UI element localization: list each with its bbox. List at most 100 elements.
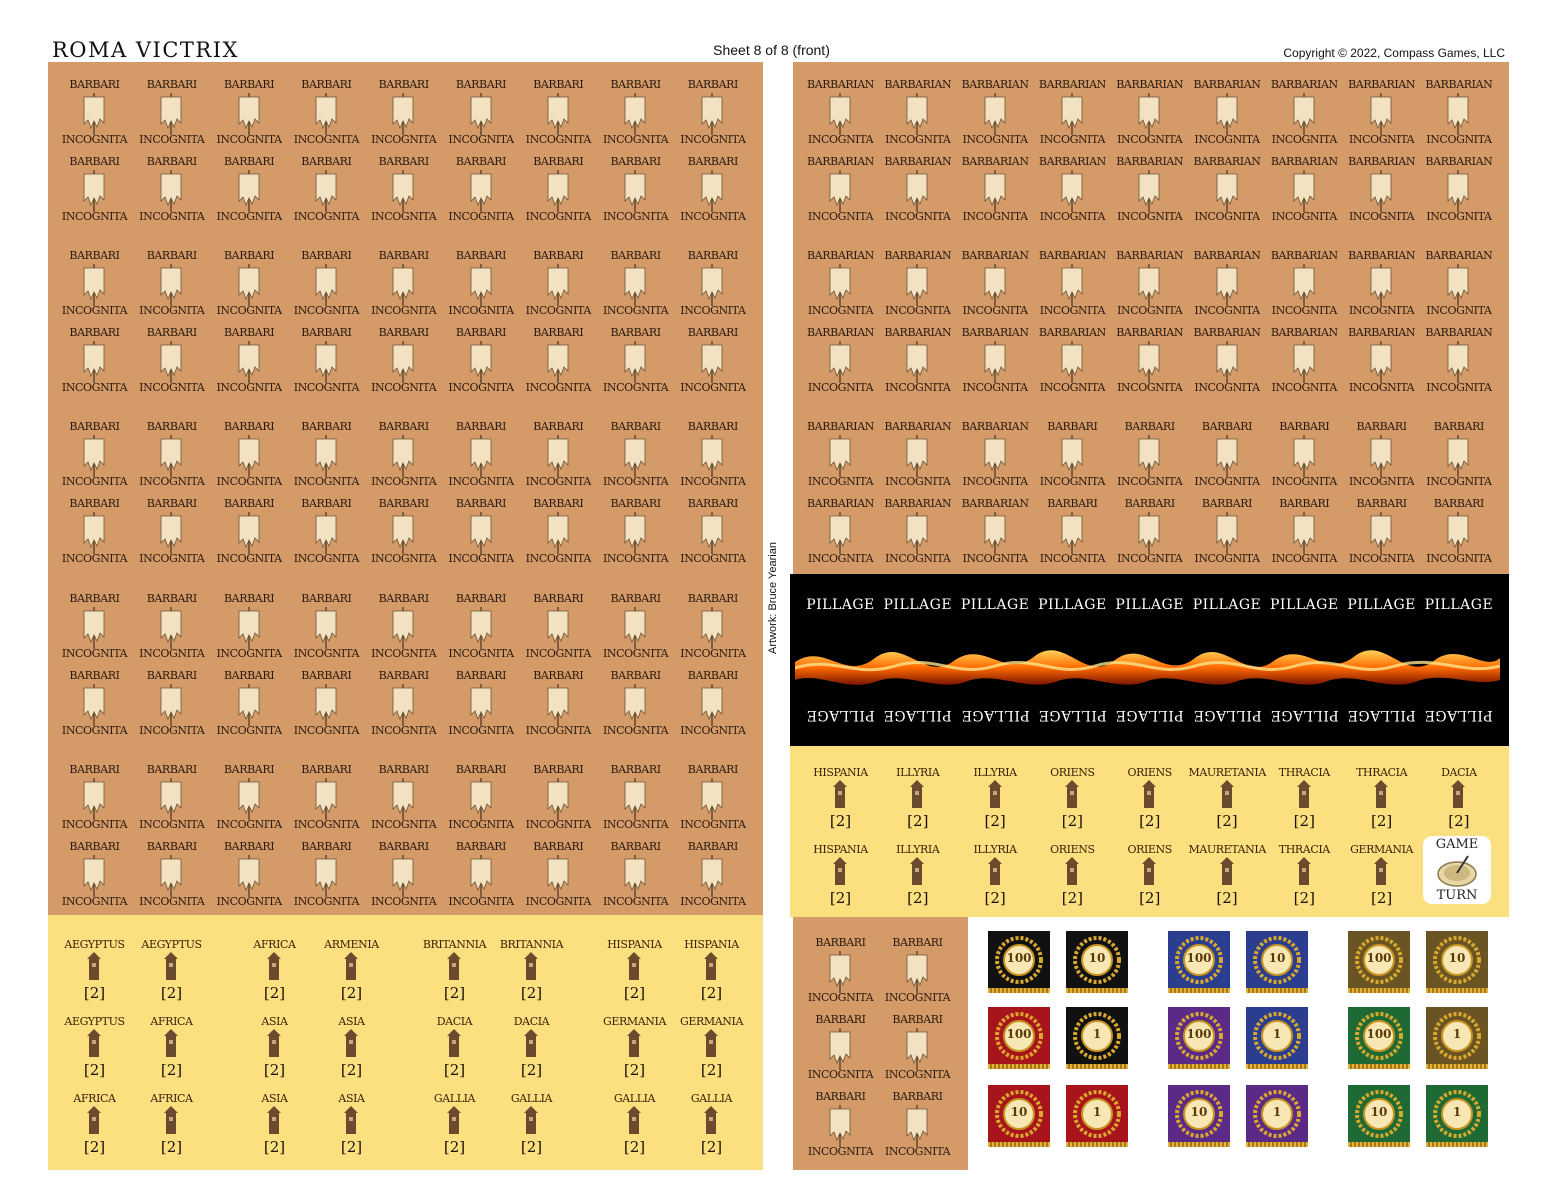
barbarian-counter[interactable]: BARBARIAN INCOGNITA <box>879 68 956 146</box>
barbarian-counter[interactable]: BARBARI INCOGNITA <box>288 316 365 394</box>
barbarian-counter[interactable]: BARBARI INCOGNITA <box>597 753 674 831</box>
pillage-counter-label[interactable]: PILLAGE <box>806 597 875 613</box>
barbarian-counter[interactable]: BARBARI INCOGNITA <box>520 659 597 737</box>
barbarian-counter[interactable]: BARBARIAN INCOGNITA <box>1111 145 1188 223</box>
legion-strength-marker[interactable]: 100 <box>988 1007 1050 1069</box>
legion-strength-marker[interactable]: 10 <box>1168 1085 1230 1147</box>
barbarian-counter[interactable]: BARBARI INCOGNITA <box>802 1003 879 1081</box>
barbarian-counter[interactable]: BARBARI INCOGNITA <box>597 410 674 488</box>
pillage-counter-label-flipped[interactable]: PILLAGE <box>1347 707 1416 723</box>
barbarian-counter[interactable]: BARBARI INCOGNITA <box>365 659 442 737</box>
barbarian-counter[interactable]: BARBARI INCOGNITA <box>56 659 133 737</box>
barbarian-counter[interactable]: BARBARIAN INCOGNITA <box>957 68 1034 146</box>
barbarian-counter[interactable]: BARBARIAN INCOGNITA <box>1266 145 1343 223</box>
province-garrison-counter[interactable]: ORIENS [2] <box>1034 830 1111 907</box>
barbarian-counter[interactable]: BARBARI INCOGNITA <box>365 753 442 831</box>
barbarian-counter[interactable]: BARBARI INCOGNITA <box>443 239 520 317</box>
barbarian-counter[interactable]: BARBARI INCOGNITA <box>597 487 674 565</box>
barbarian-counter[interactable]: BARBARI INCOGNITA <box>211 582 288 660</box>
barbarian-counter[interactable]: BARBARIAN INCOGNITA <box>1189 145 1266 223</box>
barbarian-counter[interactable]: BARBARI INCOGNITA <box>674 753 751 831</box>
barbarian-counter[interactable]: BARBARIAN INCOGNITA <box>957 316 1034 394</box>
barbarian-counter[interactable]: BARBARI INCOGNITA <box>288 410 365 488</box>
barbarian-counter[interactable]: BARBARI INCOGNITA <box>365 239 442 317</box>
barbarian-counter[interactable]: BARBARI INCOGNITA <box>56 830 133 908</box>
barbarian-counter[interactable]: BARBARI INCOGNITA <box>802 1080 879 1158</box>
barbarian-counter[interactable]: BARBARI INCOGNITA <box>133 582 210 660</box>
pillage-counter-label[interactable]: PILLAGE <box>1270 597 1339 613</box>
barbarian-counter[interactable]: BARBARI INCOGNITA <box>1266 410 1343 488</box>
barbarian-counter[interactable]: BARBARI INCOGNITA <box>674 582 751 660</box>
legion-strength-marker[interactable]: 1 <box>1066 1085 1128 1147</box>
legion-strength-marker[interactable]: 1 <box>1426 1007 1488 1069</box>
barbarian-counter[interactable]: BARBARIAN INCOGNITA <box>1034 316 1111 394</box>
barbarian-counter[interactable]: BARBARI INCOGNITA <box>597 582 674 660</box>
barbarian-counter[interactable]: BARBARI INCOGNITA <box>674 487 751 565</box>
pillage-counter-label-flipped[interactable]: PILLAGE <box>883 707 953 723</box>
barbarian-counter[interactable]: BARBARI INCOGNITA <box>674 68 751 146</box>
barbarian-counter[interactable]: BARBARI INCOGNITA <box>674 239 751 317</box>
barbarian-counter[interactable]: BARBARI INCOGNITA <box>1034 410 1111 488</box>
barbarian-counter[interactable]: BARBARI INCOGNITA <box>133 753 210 831</box>
barbarian-counter[interactable]: BARBARIAN INCOGNITA <box>1034 68 1111 146</box>
barbarian-counter[interactable]: BARBARI INCOGNITA <box>1111 410 1188 488</box>
barbarian-counter[interactable]: BARBARI INCOGNITA <box>520 487 597 565</box>
barbarian-counter[interactable]: BARBARI INCOGNITA <box>211 239 288 317</box>
barbarian-counter[interactable]: BARBARIAN INCOGNITA <box>1343 68 1420 146</box>
barbarian-counter[interactable]: BARBARIAN INCOGNITA <box>1189 68 1266 146</box>
barbarian-counter[interactable]: BARBARI INCOGNITA <box>1189 410 1266 488</box>
barbarian-counter[interactable]: BARBARI INCOGNITA <box>443 659 520 737</box>
barbarian-counter[interactable]: BARBARI INCOGNITA <box>520 145 597 223</box>
province-garrison-counter[interactable]: THRACIA [2] <box>1266 753 1343 830</box>
province-garrison-counter[interactable]: ILLYRIA [2] <box>957 753 1034 830</box>
legion-strength-marker[interactable]: 10 <box>1066 931 1128 993</box>
barbarian-counter[interactable]: BARBARIAN INCOGNITA <box>802 68 879 146</box>
barbarian-counter[interactable]: BARBARI INCOGNITA <box>520 753 597 831</box>
barbarian-counter[interactable]: BARBARIAN INCOGNITA <box>802 145 879 223</box>
province-garrison-counter[interactable]: ASIA [2] <box>313 1079 390 1156</box>
barbarian-counter[interactable]: BARBARI INCOGNITA <box>365 830 442 908</box>
barbarian-counter[interactable]: BARBARIAN INCOGNITA <box>1189 239 1266 317</box>
barbarian-counter[interactable]: BARBARI INCOGNITA <box>56 487 133 565</box>
legion-strength-marker[interactable]: 1 <box>1246 1007 1308 1069</box>
legion-strength-marker[interactable]: 10 <box>988 1085 1050 1147</box>
province-garrison-counter[interactable]: HISPANIA [2] <box>596 925 673 1002</box>
barbarian-counter[interactable]: BARBARIAN INCOGNITA <box>957 487 1034 565</box>
province-garrison-counter[interactable]: GERMANIA [2] <box>1343 830 1420 907</box>
province-garrison-counter[interactable]: MAURETANIA [2] <box>1189 830 1267 907</box>
barbarian-counter[interactable]: BARBARI INCOGNITA <box>211 753 288 831</box>
pillage-counter-label-flipped[interactable]: PILLAGE <box>960 707 1030 723</box>
province-garrison-counter[interactable]: DACIA [2] <box>1420 753 1497 830</box>
pillage-counter-label[interactable]: PILLAGE <box>960 597 1030 613</box>
barbarian-counter[interactable]: BARBARI INCOGNITA <box>211 410 288 488</box>
barbarian-counter[interactable]: BARBARI INCOGNITA <box>1266 487 1343 565</box>
barbarian-counter[interactable]: BARBARIAN INCOGNITA <box>1266 316 1343 394</box>
barbarian-counter[interactable]: BARBARIAN INCOGNITA <box>1343 239 1420 317</box>
barbarian-counter[interactable]: BARBARI INCOGNITA <box>365 582 442 660</box>
province-garrison-counter[interactable]: HISPANIA [2] <box>802 753 879 830</box>
pillage-counter-label[interactable]: PILLAGE <box>1115 597 1184 613</box>
barbarian-counter[interactable]: BARBARIAN INCOGNITA <box>957 410 1034 488</box>
barbarian-counter[interactable]: BARBARI INCOGNITA <box>520 830 597 908</box>
barbarian-counter[interactable]: BARBARI INCOGNITA <box>133 316 210 394</box>
barbarian-counter[interactable]: BARBARI INCOGNITA <box>674 145 751 223</box>
barbarian-counter[interactable]: BARBARI INCOGNITA <box>211 68 288 146</box>
barbarian-counter[interactable]: BARBARI INCOGNITA <box>56 316 133 394</box>
barbarian-counter[interactable]: BARBARIAN INCOGNITA <box>1111 239 1188 317</box>
barbarian-counter[interactable]: BARBARIAN INCOGNITA <box>1266 68 1343 146</box>
barbarian-counter[interactable]: BARBARIAN INCOGNITA <box>802 316 879 394</box>
barbarian-counter[interactable]: BARBARI INCOGNITA <box>56 145 133 223</box>
barbarian-counter[interactable]: BARBARIAN INCOGNITA <box>879 239 956 317</box>
legion-strength-marker[interactable]: 1 <box>1066 1007 1128 1069</box>
pillage-counter-label[interactable]: PILLAGE <box>883 597 953 613</box>
province-garrison-counter[interactable]: ORIENS [2] <box>1034 753 1111 830</box>
barbarian-counter[interactable]: BARBARI INCOGNITA <box>288 582 365 660</box>
barbarian-counter[interactable]: BARBARIAN INCOGNITA <box>1420 145 1497 223</box>
province-garrison-counter[interactable]: ORIENS [2] <box>1111 830 1188 907</box>
barbarian-counter[interactable]: BARBARI INCOGNITA <box>443 487 520 565</box>
barbarian-counter[interactable]: BARBARI INCOGNITA <box>56 239 133 317</box>
barbarian-counter[interactable]: BARBARI INCOGNITA <box>133 410 210 488</box>
barbarian-counter[interactable]: BARBARI INCOGNITA <box>133 659 210 737</box>
barbarian-counter[interactable]: BARBARIAN INCOGNITA <box>802 487 879 565</box>
legion-strength-marker[interactable]: 100 <box>1348 1007 1410 1069</box>
